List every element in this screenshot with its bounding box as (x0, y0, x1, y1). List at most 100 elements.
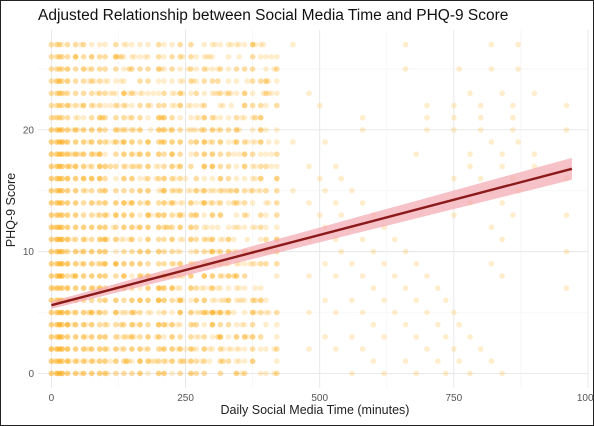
data-point (64, 236, 71, 243)
data-point (206, 285, 213, 291)
data-point (257, 224, 264, 231)
data-point (129, 139, 135, 145)
data-point (515, 66, 521, 72)
data-point (72, 54, 79, 60)
data-point (72, 163, 79, 170)
data-point (96, 321, 103, 328)
data-point (48, 309, 55, 316)
data-point (48, 114, 55, 121)
data-point (188, 90, 194, 97)
data-point (145, 212, 151, 218)
data-point (244, 236, 251, 243)
data-point (249, 346, 256, 352)
data-point (54, 285, 60, 291)
data-point (129, 346, 135, 352)
data-point (137, 41, 143, 48)
data-point (217, 334, 224, 340)
data-point (161, 187, 167, 194)
data-point (193, 321, 200, 328)
data-point (105, 370, 111, 377)
data-point (274, 212, 280, 218)
data-point (80, 127, 87, 133)
data-point (121, 334, 127, 340)
data-point (64, 309, 71, 316)
data-point (59, 127, 65, 133)
data-point (113, 358, 119, 365)
data-point (54, 248, 60, 255)
data-point (113, 321, 119, 328)
data-point (177, 261, 183, 267)
data-point (177, 334, 183, 340)
data-point (129, 236, 135, 243)
data-point (56, 102, 63, 109)
data-point (102, 175, 108, 182)
data-point (145, 151, 151, 157)
data-point (201, 127, 208, 133)
data-point (59, 175, 65, 182)
data-point (161, 358, 167, 365)
data-point (456, 358, 463, 365)
data-point (349, 261, 355, 267)
data-point (54, 346, 60, 352)
data-point (137, 358, 143, 365)
data-point (225, 358, 232, 365)
data-point (169, 285, 175, 291)
data-point (215, 78, 221, 84)
data-point (177, 309, 183, 316)
data-point (80, 358, 87, 365)
data-point (155, 54, 162, 60)
data-point (129, 41, 135, 48)
data-point (80, 114, 87, 121)
data-point (236, 151, 242, 157)
data-point (215, 127, 221, 133)
data-point (102, 261, 108, 267)
data-point (64, 261, 71, 267)
data-point (129, 321, 135, 328)
data-point (274, 370, 280, 377)
data-point (83, 358, 90, 365)
data-point (155, 200, 162, 206)
data-point (265, 78, 272, 84)
data-point (86, 66, 92, 72)
data-point (56, 334, 63, 340)
data-point (54, 90, 60, 97)
data-point (177, 175, 183, 182)
data-point (56, 309, 63, 316)
data-point (96, 175, 103, 182)
data-point (56, 66, 63, 72)
data-point (59, 346, 65, 352)
data-point (48, 212, 55, 218)
data-point (88, 200, 95, 206)
data-point (145, 212, 151, 218)
data-point (72, 321, 79, 328)
data-point (349, 187, 355, 194)
data-point (54, 66, 60, 72)
data-point (88, 200, 95, 206)
data-point (158, 66, 165, 72)
data-point (188, 66, 194, 72)
data-point (96, 78, 103, 84)
data-point (72, 139, 79, 145)
data-point (59, 187, 65, 194)
data-point (126, 200, 132, 206)
data-point (96, 261, 103, 267)
data-point (155, 224, 162, 231)
data-point (223, 297, 229, 304)
data-point (54, 163, 60, 170)
data-point (188, 163, 194, 170)
data-point (48, 370, 55, 377)
data-point (161, 54, 167, 60)
data-point (174, 297, 181, 304)
data-point (193, 334, 200, 340)
data-point (252, 297, 259, 304)
data-point (177, 346, 183, 352)
data-point (80, 346, 87, 352)
data-point (161, 321, 167, 328)
data-point (137, 321, 143, 328)
data-point (263, 90, 269, 97)
data-point (59, 285, 65, 291)
data-point (113, 346, 119, 352)
data-point (102, 66, 108, 72)
data-point (228, 41, 234, 48)
data-point (88, 309, 95, 316)
